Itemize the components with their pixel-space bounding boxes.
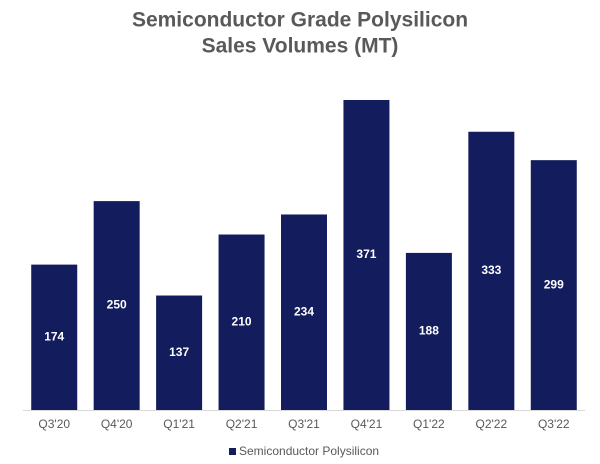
x-tick-label: Q1'21 bbox=[163, 417, 195, 431]
value-label: 188 bbox=[419, 324, 439, 338]
bar bbox=[343, 100, 390, 410]
bar bbox=[405, 252, 452, 410]
bar bbox=[31, 264, 78, 410]
value-label: 299 bbox=[544, 277, 564, 291]
value-label: 174 bbox=[44, 329, 64, 343]
value-label: 137 bbox=[169, 345, 189, 359]
bar bbox=[156, 295, 203, 410]
chart-title: Semiconductor Grade Polysilicon bbox=[132, 9, 468, 32]
bar bbox=[468, 131, 515, 410]
bar bbox=[218, 234, 265, 410]
x-tick-label: Q2'21 bbox=[226, 417, 258, 431]
x-tick-label: Q3'20 bbox=[38, 417, 70, 431]
x-tick-label: Q3'21 bbox=[288, 417, 320, 431]
legend-swatch bbox=[229, 448, 236, 455]
value-label: 333 bbox=[481, 263, 501, 277]
value-label: 234 bbox=[294, 304, 314, 318]
x-tick-label: Q2'22 bbox=[476, 417, 508, 431]
value-label: 371 bbox=[356, 247, 376, 261]
bar bbox=[530, 160, 577, 410]
x-tick-label: Q4'20 bbox=[101, 417, 133, 431]
bar bbox=[93, 201, 140, 410]
value-label: 250 bbox=[107, 298, 127, 312]
legend-label: Semiconductor Polysilicon bbox=[239, 444, 379, 458]
x-tick-label: Q4'21 bbox=[351, 417, 383, 431]
x-tick-label: Q1'22 bbox=[413, 417, 445, 431]
chart-title: Sales Volumes (MT) bbox=[202, 35, 399, 58]
bar bbox=[281, 214, 327, 410]
value-label: 210 bbox=[232, 314, 252, 328]
x-tick-label: Q3'22 bbox=[538, 417, 570, 431]
